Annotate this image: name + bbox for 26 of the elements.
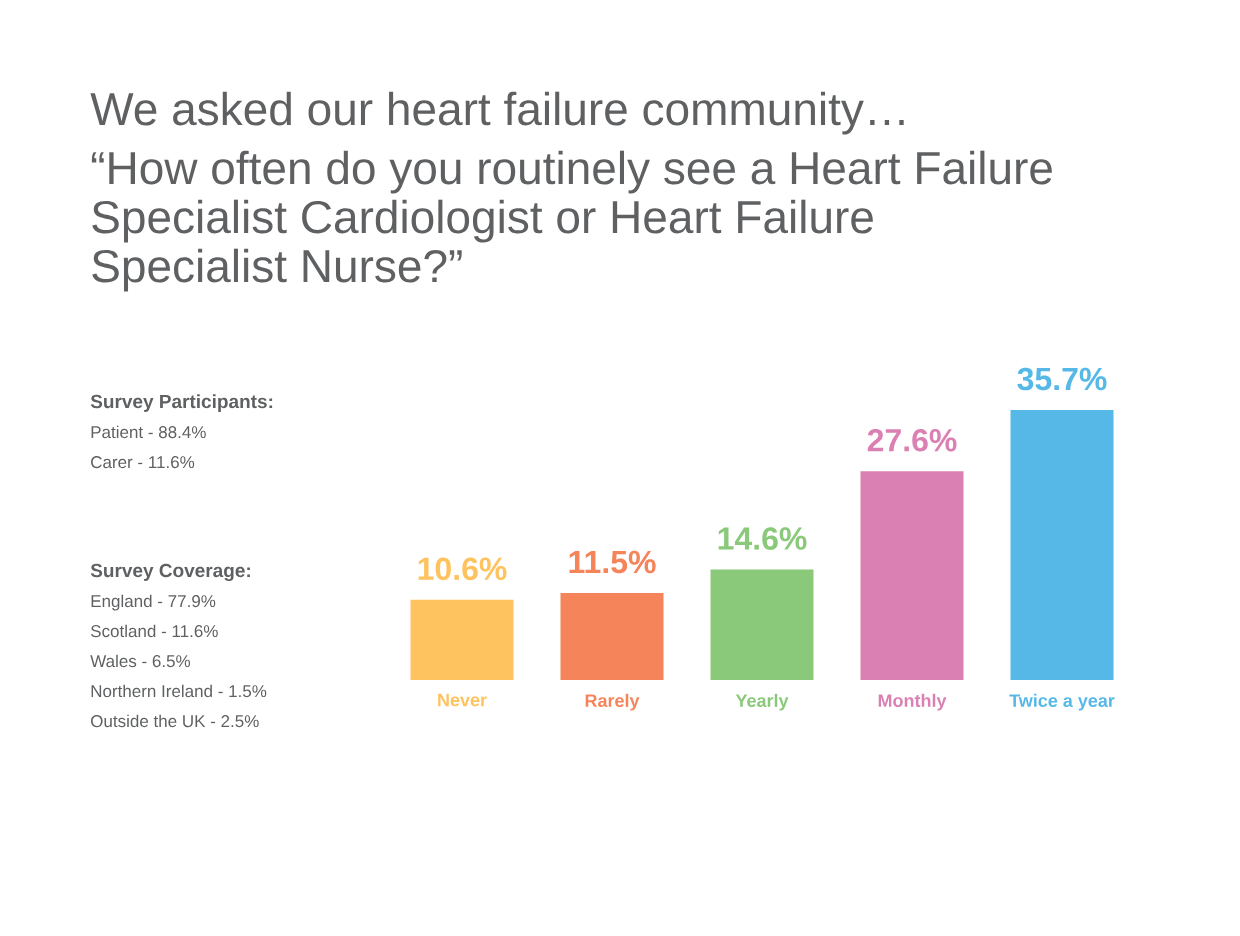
- data-label: 10.6%: [418, 557, 507, 581]
- bar: [1010, 410, 1114, 680]
- text: Scotland - 11.6%: [90, 624, 218, 638]
- text: Outside the UK - 2.5%: [91, 714, 259, 728]
- data-label: 14.6%: [718, 527, 807, 550]
- bar: [560, 593, 664, 680]
- chart-subtitle: “How often do you routinely see a Heart Failure Specialist Cardiologist or Heart Failure Specialist Nurse?”: [91, 150, 1052, 292]
- bar: [710, 569, 814, 680]
- data-label: 11.5%: [569, 550, 656, 574]
- x-tick-label: Monthly: [878, 693, 947, 711]
- data-label: 35.7%: [1017, 367, 1107, 391]
- text: Patient - 88.4%: [91, 425, 206, 439]
- x-tick-label: Yearly: [735, 693, 789, 711]
- x-tick-label: Twice a year: [1009, 693, 1115, 711]
- bar: [860, 471, 964, 680]
- text: Survey Participants:: [90, 394, 273, 412]
- text: Survey Coverage:: [90, 563, 250, 582]
- text: Wales - 6.5%: [90, 654, 191, 668]
- text: Northern Ireland - 1.5%: [91, 684, 267, 698]
- chart-title: We asked our heart failure community…: [90, 91, 904, 135]
- text: England - 77.9%: [91, 594, 216, 611]
- text: Carer - 11.6%: [91, 456, 195, 469]
- x-tick-label: Rarely: [585, 693, 640, 711]
- data-label: 27.6%: [867, 428, 957, 452]
- x-tick-label: Never: [438, 693, 487, 707]
- bar: [410, 599, 514, 680]
